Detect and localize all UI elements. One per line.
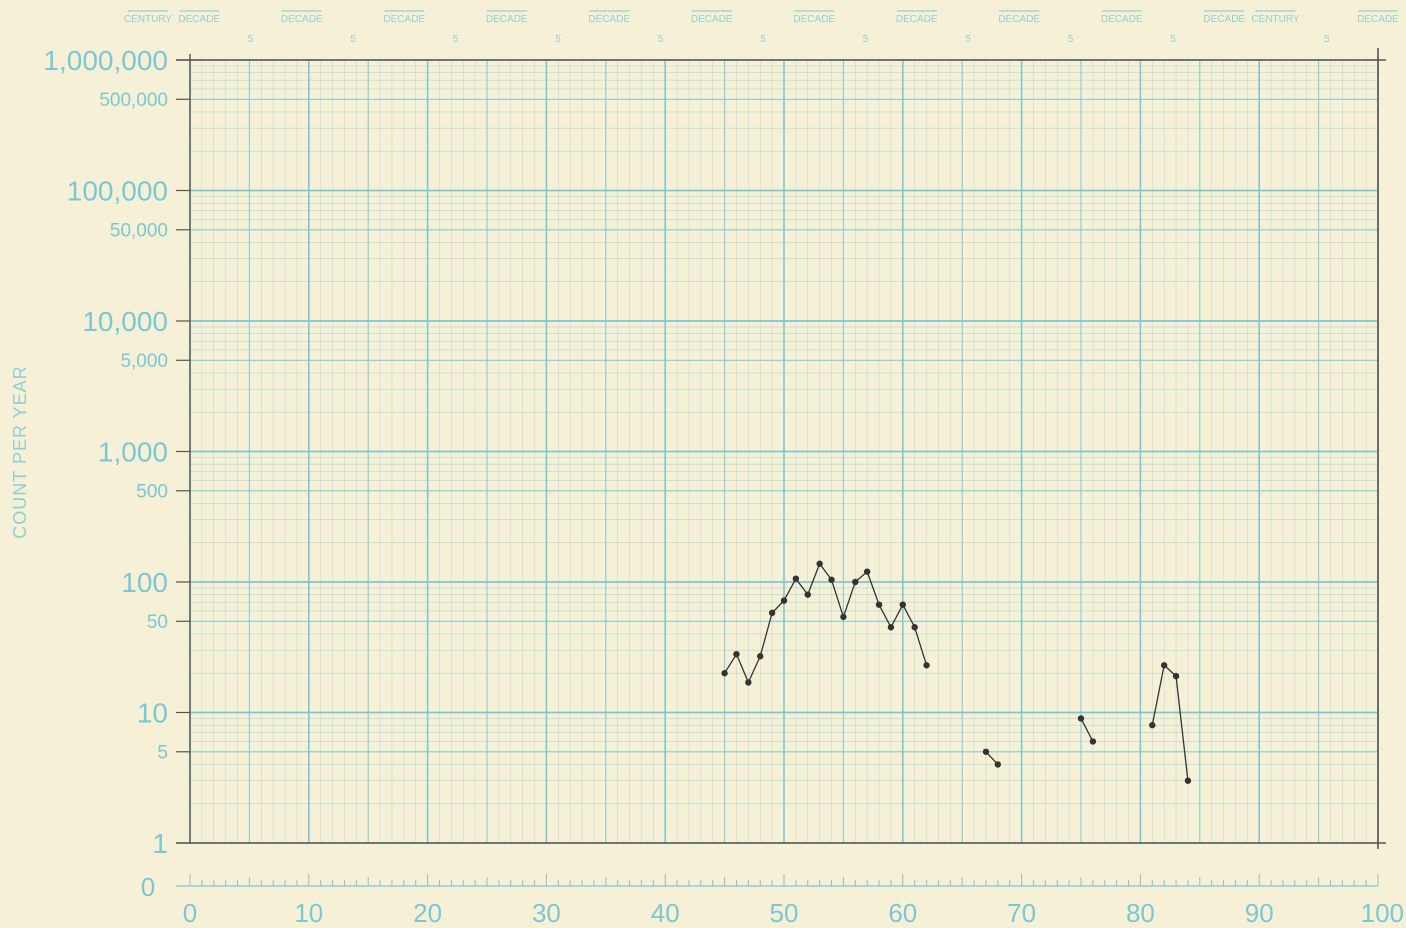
data-series (721, 560, 1192, 784)
y-axis-title: COUNT PER YEAR (10, 365, 30, 538)
top-header-label: DECADE (1357, 14, 1399, 25)
grid-lines (189, 59, 1379, 844)
y-tick-label: 1,000 (98, 437, 168, 468)
top-header-label: DECADE (896, 14, 938, 25)
series-line (1151, 664, 1189, 781)
data-point (792, 575, 800, 582)
top-header-label: DECADE (281, 14, 323, 25)
series-line (1080, 718, 1094, 742)
x-tick-label: 80 (1126, 898, 1155, 928)
x-tick-label: 70 (1007, 898, 1036, 928)
top-header-label: 5 (248, 34, 254, 45)
top-header-label: 5 (658, 34, 664, 45)
top-header-label: 5 (1170, 34, 1176, 45)
data-point (1172, 672, 1180, 680)
data-point (911, 624, 918, 631)
data-point (828, 576, 835, 583)
data-point (780, 597, 788, 604)
data-point (840, 613, 847, 621)
zero-label: 0 (141, 872, 155, 902)
top-header-label: 5 (965, 34, 971, 45)
x-tick-label: 40 (651, 898, 680, 928)
top-header-label: DECADE (1203, 14, 1245, 25)
top-header-label: 5 (863, 34, 869, 45)
data-point (923, 662, 930, 669)
top-header-label: CENTURY (1251, 14, 1299, 25)
y-tick-label: 10 (137, 698, 168, 729)
y-tick-label: 5,000 (120, 351, 168, 372)
plot-frame (176, 48, 1386, 887)
y-tick-label: 500 (136, 482, 168, 503)
top-header-label: DECADE (691, 14, 733, 25)
data-point (899, 601, 906, 608)
x-tick-labels: 0 10 20 30 40 50 60 70 80 90 100 (183, 898, 1404, 928)
top-header-label: CENTURY (124, 14, 172, 25)
data-point (994, 761, 1002, 768)
data-point (1184, 777, 1192, 784)
y-tick-label: 50 (147, 612, 168, 633)
data-point (1089, 738, 1097, 745)
data-point (887, 624, 895, 631)
x-tick-label: 50 (770, 898, 799, 928)
top-labels: CENTURY DECADE 5 DECADE 5 DECADE 5 DECADE 5 DECAD… (124, 10, 1399, 45)
top-header-label: 5 (453, 34, 459, 45)
data-point (745, 679, 752, 686)
y-tick-label: 50,000 (110, 221, 168, 242)
top-header-label: DECADE (1101, 14, 1143, 25)
data-point (1077, 715, 1085, 722)
data-point (721, 670, 728, 677)
top-header-label: DECADE (383, 14, 425, 25)
y-tick-label: 1 (152, 828, 168, 859)
data-point (816, 560, 823, 567)
x-tick-label: 90 (1245, 898, 1274, 928)
data-point (852, 578, 859, 586)
y-tick-label: 5 (157, 743, 168, 764)
y-tick-labels: 1,000,000 500,000 100,000 50,000 10,000 5,000… (43, 45, 190, 902)
y-tick-label: 1,000,000 (43, 45, 168, 76)
data-point (768, 609, 776, 617)
x-tick-label: 10 (294, 898, 323, 928)
y-tick-label: 100 (121, 567, 168, 598)
top-header-label: 5 (555, 34, 561, 45)
top-header-label: 5 (760, 34, 766, 45)
data-point (1160, 662, 1168, 669)
top-header-label: 5 (1324, 34, 1330, 45)
data-point (804, 591, 811, 598)
y-tick-label: 100,000 (67, 176, 168, 207)
top-header-label: DECADE (793, 14, 835, 25)
top-header-label: 5 (1068, 34, 1074, 45)
data-point (733, 650, 740, 658)
x-tick-label: 30 (532, 898, 561, 928)
x-tick-label: 100 (1361, 898, 1404, 928)
x-tick-label: 0 (183, 898, 197, 928)
data-point (863, 568, 871, 575)
series-line (724, 562, 928, 685)
y-tick-label: 500,000 (99, 90, 168, 111)
data-point (875, 601, 883, 608)
x-tick-label: 60 (888, 898, 917, 928)
top-header-label: DECADE (486, 14, 528, 25)
top-header-label: DECADE (588, 14, 630, 25)
x-tick-label: 20 (413, 898, 442, 928)
top-header-label: 5 (350, 34, 356, 45)
data-point (757, 653, 764, 660)
data-point (982, 748, 990, 755)
data-point (1149, 721, 1156, 729)
top-header-label: DECADE (178, 14, 220, 25)
y-tick-label: 10,000 (82, 306, 168, 337)
top-header-label: DECADE (998, 14, 1040, 25)
